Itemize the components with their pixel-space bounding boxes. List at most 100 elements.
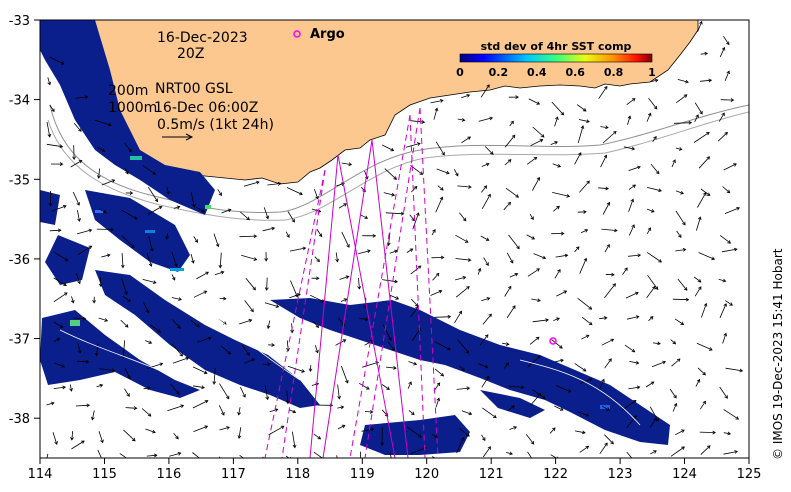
current-vector bbox=[389, 250, 398, 254]
current-vector-head bbox=[488, 313, 492, 318]
current-vector bbox=[456, 387, 470, 390]
current-vector-head bbox=[560, 231, 565, 236]
current-vector-head bbox=[489, 116, 494, 121]
current-vector bbox=[509, 121, 514, 127]
current-vector-head bbox=[343, 203, 347, 207]
current-vector bbox=[581, 316, 593, 326]
current-vector-head bbox=[567, 389, 572, 393]
current-vector bbox=[504, 159, 512, 166]
current-vector bbox=[598, 86, 608, 99]
current-vector-head bbox=[631, 224, 635, 228]
current-vector-head bbox=[507, 159, 512, 163]
current-vector-head bbox=[59, 324, 64, 328]
current-vector-head bbox=[507, 201, 512, 206]
current-vector bbox=[700, 445, 711, 455]
current-vector bbox=[314, 188, 319, 199]
isobath-1000m bbox=[47, 111, 749, 221]
current-vector bbox=[676, 230, 682, 238]
current-vector-head bbox=[557, 268, 561, 273]
current-vector bbox=[53, 251, 69, 262]
current-vector bbox=[407, 381, 412, 389]
current-vector bbox=[505, 452, 513, 455]
current-vector-head bbox=[727, 240, 732, 244]
current-vector-head bbox=[446, 170, 450, 175]
current-vector-head bbox=[59, 144, 64, 149]
current-vector bbox=[53, 277, 67, 286]
current-vector bbox=[672, 298, 689, 301]
current-vector bbox=[622, 267, 628, 275]
current-vector bbox=[628, 254, 641, 257]
current-vector-head bbox=[729, 302, 733, 306]
current-vector-head bbox=[286, 234, 290, 238]
current-vector-head bbox=[264, 258, 269, 262]
current-vector bbox=[628, 166, 641, 171]
current-vector bbox=[213, 233, 219, 247]
current-vector bbox=[142, 279, 156, 284]
depth-label-1000m: 1000m bbox=[108, 100, 157, 116]
current-vector bbox=[455, 234, 469, 243]
scale-arrow bbox=[162, 133, 194, 141]
current-vector-head bbox=[652, 285, 656, 290]
current-vector-head bbox=[413, 185, 418, 190]
current-vector-head bbox=[559, 407, 564, 411]
current-vector-head bbox=[292, 409, 297, 414]
current-vector-head bbox=[586, 180, 590, 185]
current-vector bbox=[505, 187, 519, 198]
current-vector-head bbox=[149, 247, 154, 252]
current-vector-head bbox=[627, 115, 632, 120]
current-vector-head bbox=[88, 228, 93, 233]
current-vector bbox=[624, 344, 635, 353]
current-vector bbox=[627, 316, 639, 320]
current-vector-head bbox=[467, 258, 472, 262]
colorbar-tick-0.2: 0.2 bbox=[489, 66, 509, 79]
current-vector-head bbox=[179, 352, 184, 357]
current-vector bbox=[193, 385, 205, 389]
current-vector-head bbox=[505, 342, 510, 346]
current-vector bbox=[456, 437, 465, 454]
current-vector bbox=[99, 368, 115, 371]
current-vector bbox=[96, 384, 103, 388]
current-vector bbox=[532, 177, 540, 191]
current-vector-head bbox=[516, 245, 520, 250]
current-vector-head bbox=[682, 247, 687, 252]
current-vector bbox=[312, 320, 319, 328]
current-vector-head bbox=[586, 119, 590, 124]
current-vector-head bbox=[582, 108, 587, 112]
current-vector bbox=[263, 363, 271, 365]
current-vector bbox=[263, 207, 269, 219]
current-vector-head bbox=[264, 287, 269, 291]
current-vector-head bbox=[252, 286, 256, 291]
current-vector-head bbox=[447, 314, 452, 319]
current-vector bbox=[646, 208, 655, 213]
y-axis: -33 -34 -35 -36 -37 -38 bbox=[9, 14, 40, 427]
current-vector-head bbox=[605, 186, 609, 191]
current-vector bbox=[646, 227, 651, 234]
current-vector bbox=[477, 268, 481, 275]
current-vector-head bbox=[253, 257, 258, 261]
current-vector bbox=[675, 210, 686, 226]
current-vector-head bbox=[653, 417, 657, 422]
credit-text: © IMOS 19-Dec-2023 15:41 Hobart bbox=[771, 248, 785, 460]
colorbar-gradient bbox=[459, 53, 653, 63]
current-vector bbox=[361, 361, 379, 368]
current-vector-head bbox=[514, 272, 519, 277]
current-vector-head bbox=[697, 216, 702, 221]
current-vector-head bbox=[632, 399, 637, 404]
current-vector bbox=[77, 210, 80, 222]
current-vector-head bbox=[678, 234, 682, 238]
current-vector-head bbox=[604, 85, 608, 90]
current-vector bbox=[652, 342, 661, 345]
current-vector bbox=[73, 122, 82, 132]
current-vector bbox=[286, 390, 289, 404]
current-vector bbox=[94, 119, 112, 126]
current-vector-head bbox=[462, 217, 467, 222]
current-vector bbox=[241, 344, 250, 356]
current-vector bbox=[550, 141, 558, 145]
current-vector bbox=[190, 253, 194, 264]
current-vector-head bbox=[359, 461, 362, 464]
current-vector bbox=[170, 383, 180, 395]
current-vector bbox=[533, 253, 546, 259]
current-vector bbox=[698, 252, 715, 260]
current-vector-head bbox=[280, 425, 285, 430]
current-vector-head bbox=[681, 429, 685, 433]
